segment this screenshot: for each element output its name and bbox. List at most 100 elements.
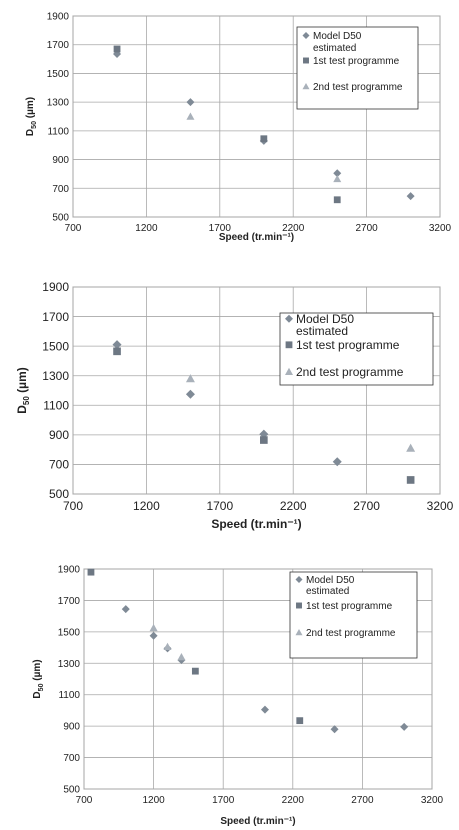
y-tick-label: 1300 [47, 98, 70, 109]
legend-label: 1st test programme [306, 601, 393, 612]
legend-marker-diamond [295, 576, 303, 583]
x-tick-label: 1700 [212, 795, 235, 806]
y-tick-label: 700 [63, 753, 80, 764]
data-point-diamond [186, 98, 195, 107]
legend-marker-triangle [302, 83, 310, 90]
x-tick-label: 1700 [206, 499, 233, 513]
y-tick-label: 500 [49, 487, 69, 501]
series-square [87, 568, 304, 725]
y-tick-label: 900 [52, 155, 69, 166]
y-tick-label: 1700 [42, 310, 69, 324]
data-point-diamond [400, 722, 409, 731]
x-tick-label: 3200 [429, 223, 452, 234]
y-axis-label: D50 (µm) [32, 659, 45, 698]
data-point-diamond [330, 725, 339, 734]
legend-label: 2nd test programme [296, 365, 404, 379]
legend-label: 1st test programme [313, 56, 400, 67]
data-point-diamond [333, 169, 342, 178]
data-point-diamond [121, 605, 130, 614]
y-tick-label: 900 [63, 722, 80, 733]
data-point-diamond [332, 457, 342, 467]
data-point-diamond [112, 340, 122, 350]
y-tick-label: 1900 [47, 12, 70, 23]
data-point-square [87, 568, 95, 576]
y-axis-label-main: D [25, 129, 36, 136]
legend-label: Model D50 [296, 312, 354, 326]
x-tick-label: 700 [76, 795, 93, 806]
x-tick-label: 3200 [427, 499, 454, 513]
legend-label: estimated [296, 324, 348, 338]
data-point-triangle [406, 443, 416, 452]
data-point-triangle [163, 642, 172, 650]
x-tick-label: 700 [65, 223, 82, 234]
legend-label: Model D50 [306, 575, 355, 586]
series-square [113, 45, 341, 204]
x-tick-label: 2700 [353, 499, 380, 513]
x-axis-label: Speed (tr.min⁻¹) [220, 816, 295, 827]
data-point-square [113, 347, 121, 356]
x-axis-label: Speed (tr.min⁻¹) [219, 232, 294, 243]
x-axis-label: Speed (tr.min⁻¹) [211, 517, 301, 531]
data-point-diamond [149, 631, 158, 640]
legend-marker-triangle [285, 367, 293, 375]
y-tick-label: 1900 [58, 565, 81, 576]
y-axis-label-subscript: 50 [22, 396, 31, 405]
data-point-diamond [185, 389, 195, 399]
y-tick-label: 500 [52, 213, 69, 224]
y-axis-label-subscript: 50 [31, 121, 38, 129]
legend-marker-square [303, 57, 309, 64]
data-point-diamond [260, 705, 269, 714]
y-tick-label: 700 [52, 184, 69, 195]
y-axis-label-unit: (µm) [25, 97, 36, 121]
y-tick-label: 1700 [58, 596, 81, 607]
y-tick-label: 1700 [47, 40, 70, 51]
y-tick-label: 1900 [42, 280, 69, 294]
data-point-triangle [333, 174, 342, 183]
y-axis-label-unit: (µm) [15, 367, 29, 396]
y-tick-label: 1500 [47, 69, 70, 80]
data-point-square [406, 476, 415, 484]
x-tick-label: 1200 [133, 499, 160, 513]
legend-label: 2nd test programme [313, 82, 403, 93]
x-tick-label: 2700 [355, 223, 378, 234]
y-tick-label: 1500 [58, 627, 81, 638]
x-tick-label: 700 [63, 499, 83, 513]
y-axis-label-main: D [15, 405, 29, 414]
data-point-triangle [186, 112, 195, 120]
legend-marker-triangle [295, 629, 303, 636]
data-point-square [333, 196, 341, 204]
series-triangle [185, 374, 416, 452]
legend-label: estimated [313, 43, 356, 54]
data-point-triangle [149, 623, 158, 632]
y-tick-label: 1300 [58, 659, 81, 670]
y-axis-label-main: D [32, 691, 43, 698]
x-tick-label: 2200 [280, 499, 307, 513]
x-tick-label: 1200 [142, 795, 165, 806]
data-point-diamond [406, 192, 415, 201]
y-tick-label: 500 [63, 785, 80, 796]
y-tick-label: 1500 [42, 339, 69, 353]
y-tick-label: 1300 [42, 369, 69, 383]
x-tick-label: 2200 [282, 795, 305, 806]
y-axis-label-subscript: 50 [38, 683, 45, 691]
legend-box [296, 26, 419, 110]
x-tick-label: 3200 [421, 795, 444, 806]
legend-label: Model D50 [313, 31, 362, 42]
x-tick-label: 1200 [135, 223, 158, 234]
y-tick-label: 1100 [58, 690, 80, 701]
series-square [113, 347, 415, 484]
series-triangle [149, 623, 186, 661]
legend-marker-diamond [285, 314, 293, 323]
legend-marker-square [296, 602, 302, 609]
series-diamond [112, 340, 342, 467]
data-point-square [113, 45, 121, 53]
legend-box [289, 571, 418, 659]
data-point-square [260, 135, 268, 143]
